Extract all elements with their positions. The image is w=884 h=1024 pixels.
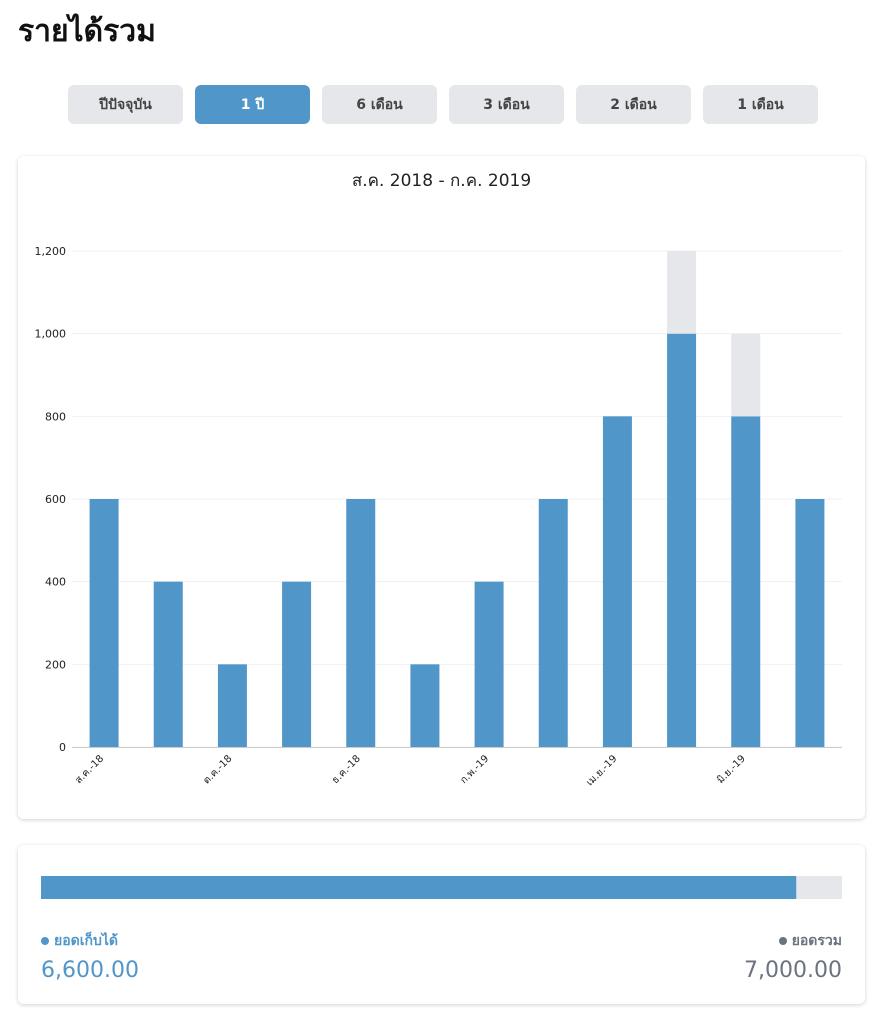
- y-tick-label: 1,000: [35, 328, 67, 341]
- bar: [217, 664, 247, 747]
- chart: ส.ค. 2018 - ก.ค. 2019 0 200 400 600 800 1,000 1…: [35, 171, 842, 788]
- dot: [41, 937, 49, 945]
- bar: [538, 499, 568, 747]
- dot: [778, 937, 787, 945]
- x-tick-label: เม.ย.-19: [584, 753, 619, 788]
- tab[interactable]: 3 เดือน: [449, 85, 564, 124]
- y-tick-label: 600: [45, 493, 66, 506]
- bar: [667, 251, 697, 334]
- collected-value: 6,600.00: [41, 958, 139, 983]
- bar: [346, 499, 376, 747]
- total-text: ยอดรวม: [791, 933, 842, 949]
- chart-title: ส.ค. 2018 - ก.ค. 2019: [352, 171, 531, 191]
- x-tick-label: ส.ค.-18: [73, 753, 106, 786]
- y-tick-label: 200: [45, 658, 66, 671]
- y-tick-label: 800: [45, 410, 66, 423]
- page-title: รายได้รวม: [18, 14, 156, 49]
- bar: [282, 581, 312, 747]
- bar: [731, 333, 761, 417]
- total-value: 7,000.00: [744, 958, 842, 983]
- y-tick-label: 1,200: [35, 245, 67, 258]
- tab[interactable]: ปีปัจจุบัน: [68, 85, 183, 124]
- collected-text: ยอดเก็บได้: [54, 933, 118, 949]
- progress-collected: [41, 876, 797, 899]
- x-tick-label: มิ.ย.-19: [715, 753, 748, 786]
- bar: [731, 416, 761, 747]
- tab[interactable]: 2 เดือน: [576, 85, 691, 124]
- y-tick-label: 0: [59, 741, 66, 754]
- bar: [667, 333, 697, 747]
- x-tick-label: ธ.ค.-18: [330, 753, 363, 786]
- bar: [410, 664, 440, 747]
- bar: [602, 416, 632, 747]
- bar: [89, 499, 119, 747]
- tab-bar: ปีปัจจุบัน 1 ปี 6 เดือน 3 เดือน 2 เดือน 1 เดื…: [68, 85, 818, 124]
- bar: [795, 499, 825, 747]
- y-tick-label: 400: [45, 576, 66, 589]
- summary-card: ยอดเก็บได้ 6,600.00 ยอดรวม 7,000.00: [18, 845, 865, 1004]
- bar: [474, 581, 504, 747]
- tab[interactable]: 1 เดือน: [703, 85, 818, 124]
- tab[interactable]: 1 ปี: [195, 85, 310, 124]
- progress: [41, 876, 842, 899]
- chart-card: ส.ค. 2018 - ก.ค. 2019 0 200 400 600 800 1,000 1…: [18, 156, 865, 819]
- x-tick-label: ก.พ.-19: [458, 753, 491, 786]
- collected-label: ยอดเก็บได้: [41, 930, 118, 952]
- total-label: ยอดรวม: [778, 930, 842, 952]
- x-tick-label: ต.ค.-18: [201, 753, 234, 786]
- tab[interactable]: 6 เดือน: [322, 85, 437, 124]
- bar: [153, 581, 183, 747]
